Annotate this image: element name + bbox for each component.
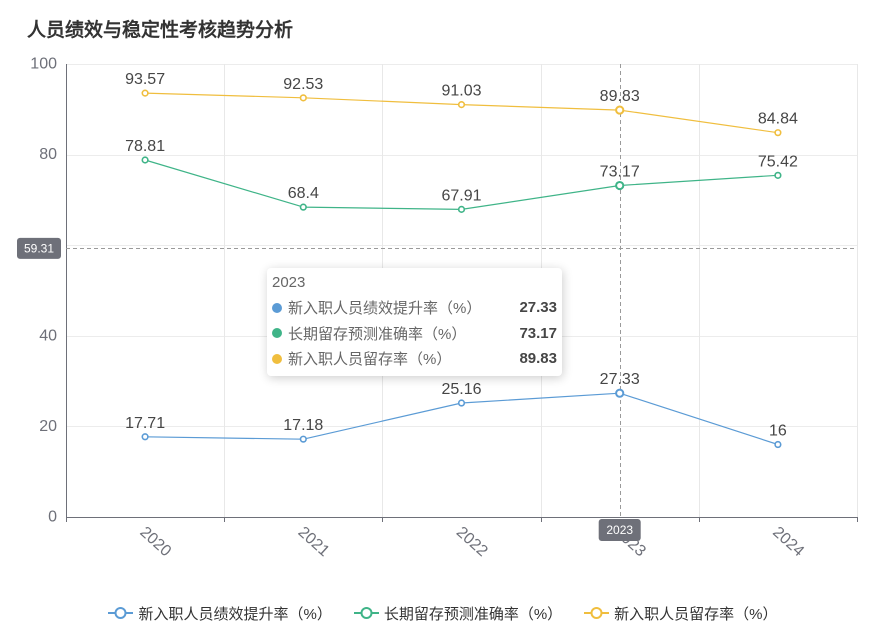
tooltip-row: 新入职人员绩效提升率（%） 27.33	[272, 295, 557, 321]
data-label: 27.33	[600, 371, 640, 388]
tooltip-row: 长期留存预测准确率（%） 73.17	[272, 321, 557, 347]
data-label: 75.42	[758, 153, 798, 170]
tooltip-series-name: 新入职人员绩效提升率（%）	[288, 300, 482, 318]
legend-item-series-1[interactable]: 新入职人员绩效提升率（%）	[108, 603, 332, 624]
data-point[interactable]	[457, 205, 466, 213]
data-label: 84.84	[758, 111, 798, 128]
tooltip-title: 2023	[272, 274, 306, 291]
data-point[interactable]	[615, 388, 625, 398]
legend-label: 长期留存预测准确率（%）	[383, 605, 563, 623]
x-axis-pointer-label: 2023	[606, 523, 633, 537]
series-marker-dot	[272, 328, 282, 339]
data-label: 68.4	[288, 185, 319, 202]
tooltip-series-value: 89.83	[519, 350, 557, 368]
data-point[interactable]	[141, 433, 149, 441]
y-tick-label: 100	[30, 56, 57, 73]
data-label: 89.83	[600, 88, 640, 105]
x-tick-label: 2021	[295, 524, 333, 561]
data-point[interactable]	[774, 171, 782, 179]
series-marker-dot	[272, 302, 282, 313]
data-point[interactable]	[141, 89, 149, 97]
legend-label: 新入职人员绩效提升率（%）	[138, 605, 332, 623]
line-circle-icon	[584, 606, 610, 620]
data-point[interactable]	[774, 440, 782, 449]
data-points	[141, 89, 782, 449]
series-marker-dot	[272, 353, 282, 364]
data-point[interactable]	[615, 180, 625, 191]
data-label: 25.16	[441, 381, 481, 398]
y-tick-label: 80	[39, 146, 57, 163]
legend-label: 新入职人员留存率（%）	[614, 605, 778, 623]
x-tick-label: 2020	[136, 524, 174, 561]
data-point[interactable]	[299, 94, 307, 102]
y-tick-label: 20	[39, 418, 57, 435]
x-axis-pointer-label-box	[598, 519, 641, 541]
legend-item-series-2[interactable]: 长期留存预测准确率（%）	[353, 603, 563, 624]
tooltip-series-value: 27.33	[519, 299, 557, 317]
data-label: 91.03	[441, 83, 481, 100]
data-label: 67.91	[441, 187, 481, 204]
axis-pointer-lines	[66, 64, 857, 517]
axes	[66, 64, 858, 522]
chart-title: 人员绩效与稳定性考核趋势分析	[27, 20, 294, 41]
tooltip-series-value: 73.17	[519, 324, 557, 342]
data-label: 73.17	[600, 164, 640, 181]
y-axis-pointer-label-box	[17, 237, 61, 259]
data-label: 93.57	[125, 71, 165, 88]
data-point[interactable]	[299, 203, 307, 211]
data-point[interactable]	[615, 105, 625, 115]
data-point[interactable]	[457, 101, 466, 109]
tooltip-series-name: 新入职人员留存率（%）	[288, 351, 452, 369]
tooltip-series-name: 长期留存预测准确率（%）	[288, 325, 467, 343]
x-tick-label: 2022	[453, 524, 491, 561]
y-tick-label: 40	[39, 327, 57, 344]
data-point[interactable]	[299, 435, 307, 443]
tooltip: 2023 新入职人员绩效提升率（%） 27.33 长期留存预测准确率（%） 73…	[267, 268, 562, 376]
data-label: 17.71	[125, 415, 165, 432]
data-labels: 17.71 17.18 25.16 27.33 16 78.81 68.4 67.91 73.1…	[125, 71, 798, 439]
y-tick-label: 0	[48, 509, 57, 526]
data-point[interactable]	[774, 129, 782, 137]
data-label: 16	[769, 423, 787, 440]
data-label: 17.18	[283, 417, 323, 434]
line-circle-icon	[108, 606, 134, 620]
legend: 新入职人员绩效提升率（%） 长期留存预测准确率（%） 新入职人员留存率（%）	[0, 603, 886, 623]
legend-item-series-3[interactable]: 新入职人员留存率（%）	[584, 603, 778, 624]
axis-pointer-labels: 59.31 2023	[17, 237, 641, 541]
data-point[interactable]	[141, 156, 149, 164]
x-tick-label: 2024	[769, 524, 807, 561]
data-point[interactable]	[457, 399, 466, 407]
data-label: 78.81	[125, 138, 165, 155]
line-circle-icon	[353, 606, 379, 620]
tooltip-row: 新入职人员留存率（%） 89.83	[272, 346, 557, 372]
data-label: 92.53	[283, 76, 323, 93]
y-axis-pointer-label: 59.31	[24, 241, 54, 255]
